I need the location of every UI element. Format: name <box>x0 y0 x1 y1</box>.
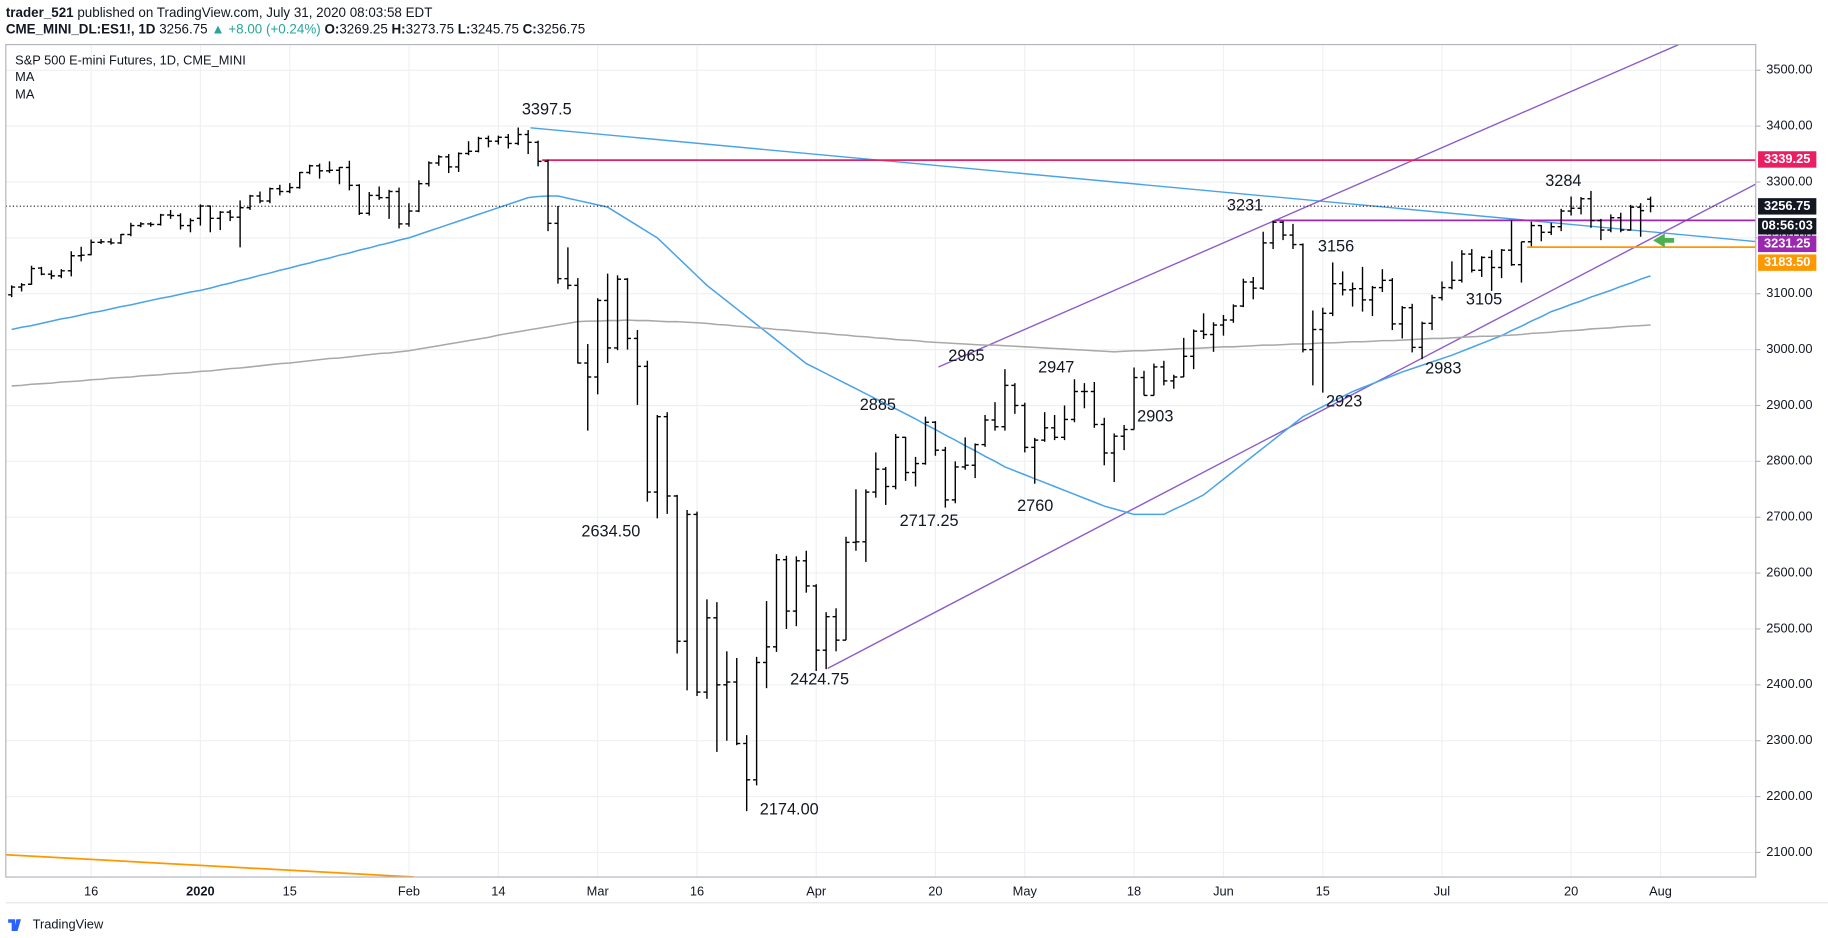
chart-title: S&P 500 E-mini Futures, 1D, CME_MINI <box>15 52 246 67</box>
x-tick-label: 15 <box>1316 884 1330 899</box>
x-tick-label: 18 <box>1127 884 1141 899</box>
annotation: 2760 <box>1017 497 1053 515</box>
y-tick-label: 3000.00 <box>1766 341 1812 356</box>
y-tick-label: 2400.00 <box>1766 676 1812 691</box>
brand-logo <box>8 919 21 931</box>
annotation: 3156 <box>1318 238 1354 256</box>
x-tick-label: May <box>1013 884 1038 899</box>
publish-line: trader_521 published on TradingView.com,… <box>6 4 433 19</box>
price-badge-label: 3339.25 <box>1764 151 1810 166</box>
x-tick-label: Feb <box>398 884 420 899</box>
ohlc-label: C: <box>523 21 537 36</box>
change: ▲ +8.00 (+0.24%) <box>211 21 320 36</box>
y-tick-label: 3400.00 <box>1766 117 1812 132</box>
annotation: 2174.00 <box>760 800 819 818</box>
ma-line <box>11 319 1651 387</box>
x-tick-label: Jul <box>1434 884 1450 899</box>
annotation: 2965 <box>948 347 984 365</box>
grid <box>5 44 1756 878</box>
arrow-icon <box>1653 233 1675 248</box>
x-tick-label: 16 <box>690 884 704 899</box>
annotation: 2424.75 <box>790 670 849 688</box>
x-tick-label: 15 <box>283 884 297 899</box>
price-badge <box>1758 151 1817 168</box>
x-tick-label: 20 <box>928 884 942 899</box>
author: trader_521 <box>6 4 74 19</box>
y-tick-label: 2500.00 <box>1766 620 1812 635</box>
ohlc-value: 3273.75 <box>406 21 454 36</box>
plot-area <box>5 44 1756 878</box>
countdown: 08:56:03 <box>1762 218 1813 233</box>
ma-line <box>11 195 1651 516</box>
brand: TradingView <box>33 916 104 931</box>
annotation: 3231 <box>1227 197 1263 215</box>
x-tick-label: 2020 <box>186 884 215 899</box>
x-tick-label: Mar <box>587 884 610 899</box>
annotation: 2885 <box>860 396 896 414</box>
ohlc-value: 3245.75 <box>470 21 518 36</box>
ohlc-value: 3256.75 <box>537 21 585 36</box>
annotation: 2903 <box>1137 408 1173 426</box>
published: published on TradingView.com, July 31, 2… <box>77 4 432 19</box>
annotation: 3284 <box>1545 172 1581 190</box>
y-tick-label: 2100.00 <box>1766 844 1812 859</box>
channel-line <box>938 44 1680 368</box>
y-tick-label: 3100.00 <box>1766 285 1812 300</box>
y-tick-label: 2600.00 <box>1766 564 1812 579</box>
annotation: 3105 <box>1466 290 1502 308</box>
y-tick-label: 2700.00 <box>1766 509 1812 524</box>
ohlc-label: H: <box>392 21 406 36</box>
annotation: 2947 <box>1038 358 1074 376</box>
x-tick-label: Aug <box>1649 884 1672 899</box>
price-badge <box>1758 254 1817 271</box>
last-price: 3256.75 <box>159 21 207 36</box>
y-tick-label: 2300.00 <box>1766 732 1812 747</box>
x-tick-label: 14 <box>491 884 505 899</box>
x-tick-label: Apr <box>806 884 827 899</box>
x-tick-label: 16 <box>84 884 98 899</box>
annotation: 2717.25 <box>900 512 959 530</box>
symbol-line: CME_MINI_DL:ES1!, 1D 3256.75 ▲ +8.00 (+0… <box>6 21 585 36</box>
countdown-badge <box>1758 218 1817 235</box>
trend-line <box>530 127 1756 243</box>
symbol: CME_MINI_DL:ES1!, 1D <box>6 21 156 36</box>
x-tick-label: 20 <box>1564 884 1578 899</box>
legend-entry: MA <box>15 86 35 101</box>
annotation: 2634.50 <box>581 523 640 541</box>
price-badge-label: 3256.75 <box>1764 198 1810 213</box>
y-tick-label: 3300.00 <box>1766 173 1812 188</box>
trend-line <box>5 853 414 878</box>
price-badge <box>1758 235 1817 253</box>
annotation: 2923 <box>1326 392 1362 410</box>
y-tick-label: 2900.00 <box>1766 397 1812 412</box>
ohlc-value: 3269.25 <box>339 21 387 36</box>
legend-entry: MA <box>15 69 35 84</box>
price-badge-label: 3231.25 <box>1764 235 1810 250</box>
ohlc-label: L: <box>458 21 471 36</box>
x-tick-label: Jun <box>1213 884 1234 899</box>
price-badge-label: 3183.50 <box>1764 254 1810 269</box>
y-tick-label: 3500.00 <box>1766 62 1812 77</box>
y-tick-label: 2200.00 <box>1766 788 1812 803</box>
ohlc-label: O: <box>324 21 339 36</box>
price-badge <box>1758 198 1817 215</box>
annotation: 2983 <box>1425 360 1461 378</box>
y-tick-label: 2800.00 <box>1766 453 1812 468</box>
annotation: 3397.5 <box>522 101 572 119</box>
